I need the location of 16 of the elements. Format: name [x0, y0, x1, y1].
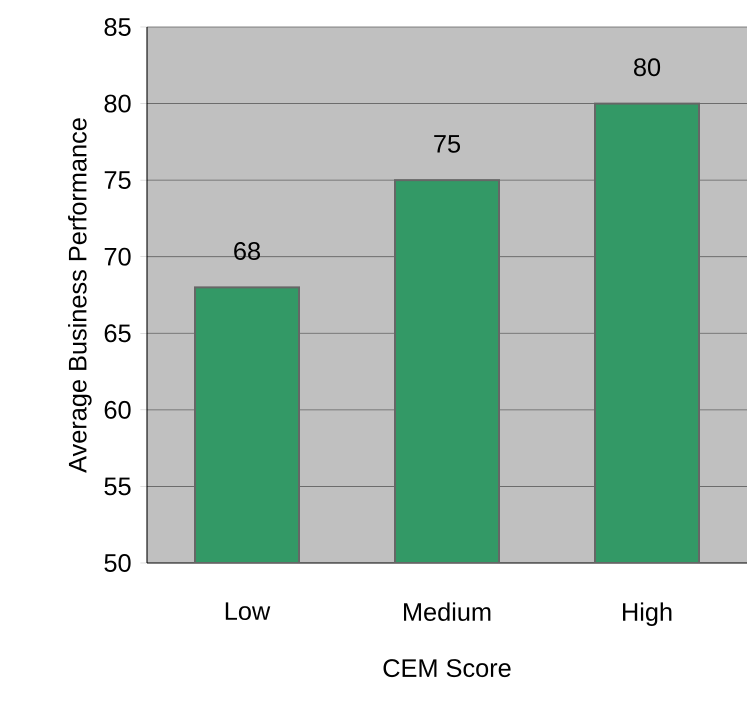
data-label: 80 [634, 58, 660, 76]
x-tick-label: Low [226, 602, 270, 620]
y-tick-label: 80 [104, 94, 131, 113]
y-tick-label: 60 [104, 400, 131, 419]
data-label: 75 [434, 135, 460, 153]
y-tick-label: 75 [104, 171, 131, 189]
x-axis-title: CEM Score [384, 659, 511, 678]
y-tick-label: 85 [104, 18, 131, 36]
y-tick-label: 55 [104, 478, 131, 496]
x-tick-label: High [623, 602, 672, 626]
y-tick-label: 50 [104, 554, 131, 572]
y-tick-label: 65 [104, 324, 131, 342]
x-tick-label: Medium [404, 602, 490, 621]
y-axis-title: Average Business Performance [68, 118, 92, 473]
y-tick-label: 70 [104, 248, 131, 266]
data-label: 68 [234, 242, 260, 260]
